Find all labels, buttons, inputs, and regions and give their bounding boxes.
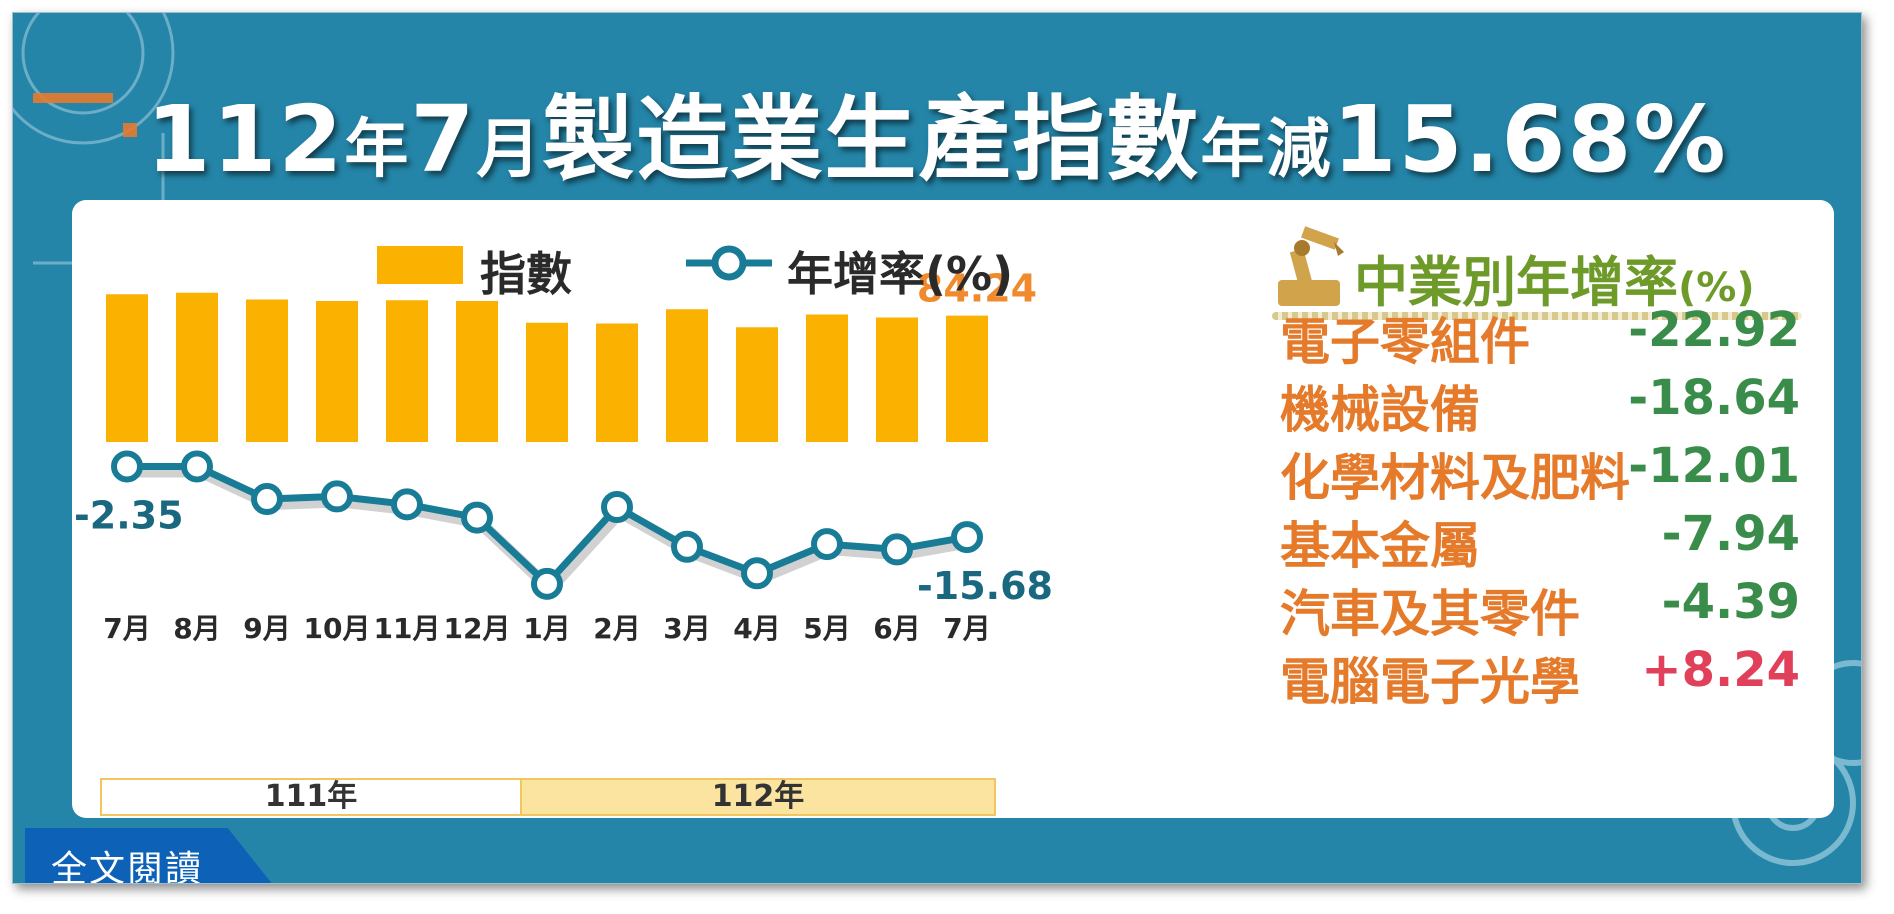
sector-header: 中業別年增率(%)	[1272, 220, 1812, 326]
rate-point	[391, 488, 423, 521]
x-tick-label: 5月	[803, 612, 850, 645]
bar-index	[876, 317, 918, 442]
sector-name: 機械設備	[1280, 381, 1480, 439]
bar-index	[806, 314, 848, 442]
bar-index	[246, 299, 288, 442]
title-month-unit: 月	[476, 113, 543, 187]
sector-row: 化學材料及肥料 -12.01	[1280, 438, 1800, 508]
sector-row: 電腦電子光學 +8.24	[1280, 642, 1800, 712]
sector-name: 電腦電子光學	[1280, 653, 1580, 711]
title-value: 15.68%	[1332, 86, 1728, 193]
sector-divider	[1272, 312, 1802, 320]
title-main: 製造業生產指數	[542, 86, 1201, 193]
robot-arm-icon	[1278, 226, 1344, 306]
rate-point	[181, 450, 213, 483]
title-year: 112	[146, 86, 345, 193]
sector-value: -4.39	[1661, 574, 1800, 630]
legend-line-marker-icon	[686, 245, 772, 281]
sector-row: 基本金屬 -7.94	[1280, 506, 1800, 576]
sector-title-text: 中業別年增率	[1354, 251, 1678, 314]
bar-index	[596, 323, 638, 442]
x-tick-label: 3月	[663, 612, 710, 645]
x-tick-label: 6月	[873, 612, 920, 645]
sector-value: -22.92	[1628, 302, 1800, 358]
sector-name: 化學材料及肥料	[1280, 449, 1630, 507]
rate-point	[671, 530, 703, 563]
bar-index	[736, 327, 778, 442]
sector-name: 電子零組件	[1280, 313, 1530, 371]
rate-point	[741, 557, 773, 590]
legend-line-label: 年增率(%)	[787, 247, 1014, 301]
chart-svg: 7月 8月 9月 10月 11月 12月 1月 2月 3月 4月 5月 6月 7月 84.24 -2.35 -…	[74, 267, 1053, 645]
sector-title-unit: (%)	[1678, 265, 1755, 311]
x-tick-label: 7月	[943, 612, 990, 645]
x-tick-label: 9月	[243, 612, 290, 645]
year-group-label-111: 111年	[264, 779, 358, 814]
rate-point	[601, 491, 633, 523]
rate-point	[251, 483, 283, 516]
sector-name: 基本金屬	[1280, 517, 1480, 575]
rate-point	[951, 521, 983, 554]
title-month: 7	[410, 86, 477, 193]
x-tick-label: 10月	[304, 612, 371, 645]
sector-value: -7.94	[1661, 506, 1800, 562]
sector-row: 汽車及其零件 -4.39	[1280, 574, 1800, 644]
x-tick-label: 2月	[593, 612, 640, 645]
rate-point	[321, 480, 353, 513]
bar-index	[316, 301, 358, 442]
sector-row: 機械設備 -18.64	[1280, 370, 1800, 440]
rate-point	[811, 528, 843, 561]
sector-value: -18.64	[1628, 370, 1800, 426]
rate-point	[111, 450, 143, 483]
read-more-label: 全文閱讀	[51, 849, 204, 884]
rate-point	[881, 533, 913, 566]
rate-data-label: -2.35	[74, 493, 184, 537]
page-title: 112年7月製造業生產指數年減15.68%	[13, 65, 1861, 198]
legend-bar-label: 指數	[480, 247, 572, 301]
x-tick-label: 7月	[103, 612, 150, 645]
rate-data-label: -15.68	[917, 564, 1053, 608]
year-group-112: 112年	[520, 778, 996, 816]
rate-point	[461, 501, 493, 534]
x-tick-label: 12月	[444, 612, 511, 645]
x-tick-label: 11月	[374, 612, 441, 645]
bar-index	[106, 294, 148, 442]
title-year-unit: 年	[344, 113, 411, 187]
sector-name: 汽車及其零件	[1280, 585, 1580, 643]
bar-index	[176, 292, 218, 442]
sector-value: +8.24	[1641, 642, 1800, 698]
rate-line	[127, 462, 968, 588]
sector-title: 中業別年增率(%)	[1354, 238, 1755, 317]
content-panel: 7月 8月 9月 10月 11月 12月 1月 2月 3月 4月 5月 6月 7月 84.24 -2.35 -…	[72, 200, 1834, 818]
bar-index	[456, 301, 498, 442]
bar-index	[666, 309, 708, 442]
x-tick-label: 8月	[173, 612, 220, 645]
bar-index	[386, 300, 428, 442]
x-tick-label: 1月	[523, 612, 570, 645]
legend-bar-swatch	[377, 246, 463, 284]
sector-row: 電子零組件 -22.92	[1280, 302, 1800, 372]
infographic-frame: 112年7月製造業生產指數年減15.68% 7月 8月 9月 10月 11月 12月 1月 2…	[12, 12, 1862, 884]
bar-data-label: 84.24	[917, 267, 1037, 311]
bar-index	[946, 315, 988, 442]
rate-point	[531, 567, 563, 600]
bar-index	[526, 322, 568, 442]
year-group-111: 111年	[100, 778, 522, 816]
sector-value: -12.01	[1628, 438, 1800, 494]
title-change-word: 年減	[1200, 113, 1333, 187]
x-tick-label: 4月	[733, 612, 780, 645]
year-group-label-112: 112年	[711, 779, 805, 814]
